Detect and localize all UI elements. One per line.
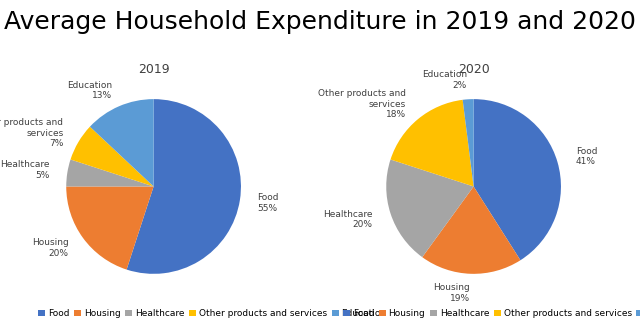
Text: Healthcare
20%: Healthcare 20%	[323, 210, 372, 229]
Text: Food
41%: Food 41%	[576, 147, 598, 166]
Text: Average Household Expenditure in 2019 and 2020: Average Household Expenditure in 2019 an…	[4, 10, 636, 34]
Wedge shape	[127, 99, 241, 274]
Title: 2020: 2020	[458, 63, 490, 76]
Legend: Food, Housing, Healthcare, Other products and services, Education: Food, Housing, Healthcare, Other product…	[38, 309, 387, 318]
Text: Housing
19%: Housing 19%	[433, 283, 470, 303]
Legend: Food, Housing, Healthcare, Other products and services, Education: Food, Housing, Healthcare, Other product…	[342, 309, 640, 318]
Wedge shape	[390, 100, 474, 186]
Wedge shape	[90, 99, 154, 186]
Text: Other products and
services
7%: Other products and services 7%	[0, 118, 63, 148]
Wedge shape	[463, 99, 474, 186]
Wedge shape	[70, 127, 154, 186]
Text: Other products and
services
18%: Other products and services 18%	[317, 89, 406, 119]
Wedge shape	[422, 186, 520, 274]
Text: Education
2%: Education 2%	[422, 71, 467, 90]
Text: Housing
20%: Housing 20%	[32, 239, 68, 258]
Wedge shape	[66, 186, 154, 269]
Wedge shape	[474, 99, 561, 260]
Title: 2019: 2019	[138, 63, 170, 76]
Text: Healthcare
5%: Healthcare 5%	[1, 160, 50, 180]
Wedge shape	[387, 160, 474, 257]
Text: Education
13%: Education 13%	[67, 81, 112, 100]
Text: Food
55%: Food 55%	[257, 193, 278, 213]
Wedge shape	[66, 160, 154, 186]
